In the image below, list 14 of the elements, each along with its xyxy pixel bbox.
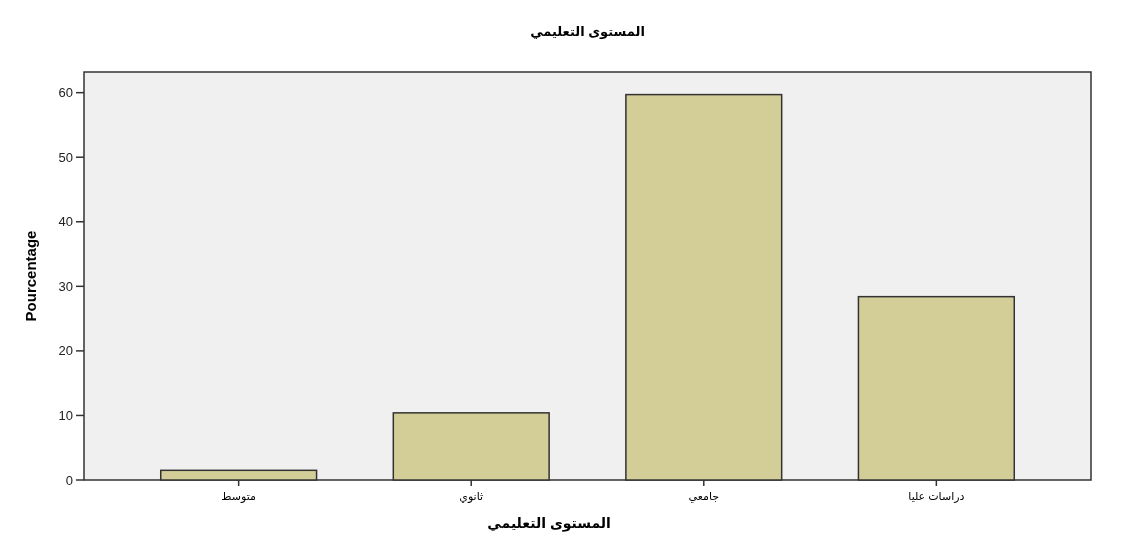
y-tick-label: 60 (58, 85, 73, 101)
x-tick-label: ثانوي (459, 490, 484, 503)
x-tick-label: دراسات عليا (908, 490, 965, 503)
y-tick-label: 40 (58, 214, 73, 230)
y-tick-label: 20 (58, 343, 73, 359)
y-axis-title: Pourcentage (22, 230, 39, 322)
y-tick-label: 50 (58, 149, 73, 165)
y-tick-label: 30 (58, 278, 73, 294)
y-tick-label: 0 (65, 472, 73, 488)
y-tick-label: 10 (58, 407, 73, 423)
x-tick-label: متوسط (221, 490, 257, 503)
x-axis-title: المستوى التعليمي (487, 515, 611, 532)
chart-title: المستوى التعليمي (530, 24, 645, 39)
x-tick-label: جامعي (688, 490, 720, 503)
